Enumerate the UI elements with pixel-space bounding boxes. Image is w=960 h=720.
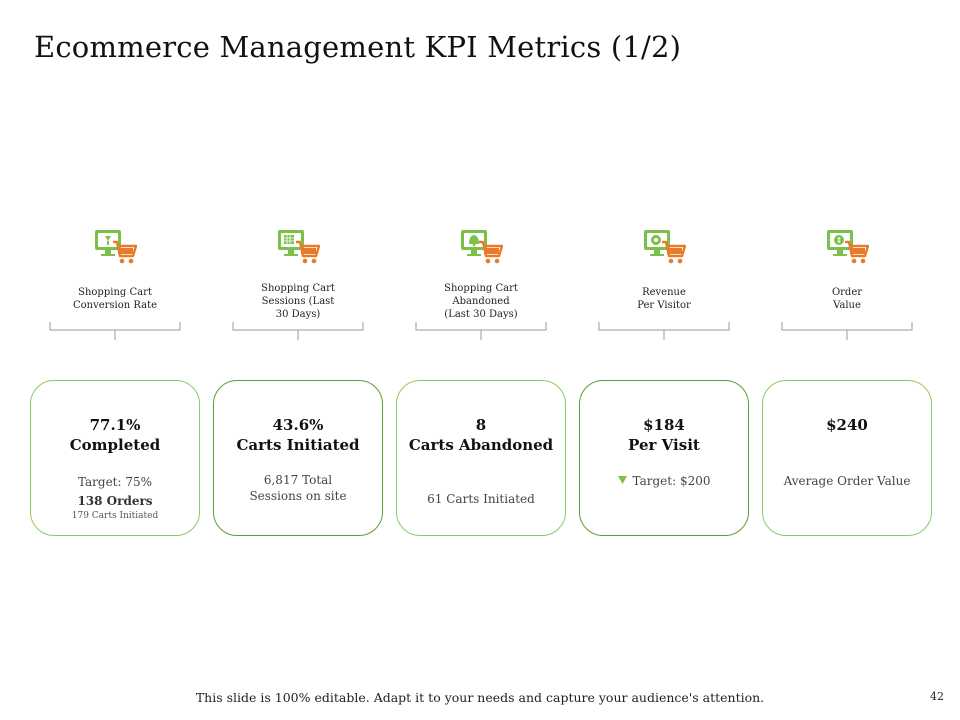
kpi-card-revenue: $184 Per Visit Target: $200 [579, 380, 749, 536]
kpi-average-order-value: Average Order Value [783, 474, 911, 488]
kpi-carts-initiated: 61 Carts Initiated [427, 492, 535, 506]
kpi-card-abandoned: 8 Carts Abandoned 61 Carts Initiated [396, 380, 566, 536]
kpi-target-row: Target: $200 [586, 474, 742, 489]
triangle-down-icon [617, 476, 627, 484]
bracket-divider [598, 322, 730, 340]
kpi-label: Shopping Cart Conversion Rate [72, 287, 158, 311]
kpi-total-sessions: 6,817 Total [263, 473, 333, 487]
revenue-visitor-icon [577, 228, 751, 268]
kpi-card-sessions: 43.6% Carts Initiated 6,817 Total Sessio… [213, 380, 383, 536]
kpi-label: Order Value [831, 287, 863, 311]
kpi-value: $240 [826, 416, 868, 434]
kpi-value: 43.6% Carts Initiated [236, 416, 360, 454]
kpi-sessions-on-site: Sessions on site [249, 489, 347, 503]
cart-abandoned-icon [394, 228, 568, 268]
kpi-orders: 138 Orders [77, 494, 153, 508]
kpi-value: 8 Carts Abandoned [408, 416, 554, 454]
order-value-icon [760, 228, 934, 268]
kpi-target: Target: 75% [77, 475, 153, 489]
kpi-value: $184 Per Visit [628, 416, 700, 454]
cart-sessions-icon [211, 228, 385, 268]
slide-title: Ecommerce Management KPI Metrics (1/2) [34, 30, 682, 64]
kpi-card-conversion: 77.1% Completed Target: 75% 138 Orders 1… [30, 380, 200, 536]
kpi-card-order-value: $240 Average Order Value [762, 380, 932, 536]
bracket-divider [415, 322, 547, 340]
kpi-label: Shopping Cart Abandoned (Last 30 Days) [444, 283, 518, 320]
bracket-divider [781, 322, 913, 340]
kpi-value: 77.1% Completed [69, 416, 161, 454]
slide-footer: This slide is 100% editable. Adapt it to… [195, 690, 765, 705]
kpi-label: Shopping Cart Sessions (Last 30 Days) [261, 283, 335, 320]
bracket-divider [232, 322, 364, 340]
kpi-target: Target: $200 [632, 474, 711, 488]
kpi-label: Revenue Per Visitor [637, 287, 691, 311]
kpi-carts-initiated: 179 Carts Initiated [71, 511, 159, 521]
page-number: 42 [930, 690, 944, 703]
cart-conversion-icon [28, 228, 202, 268]
bracket-divider [49, 322, 181, 340]
